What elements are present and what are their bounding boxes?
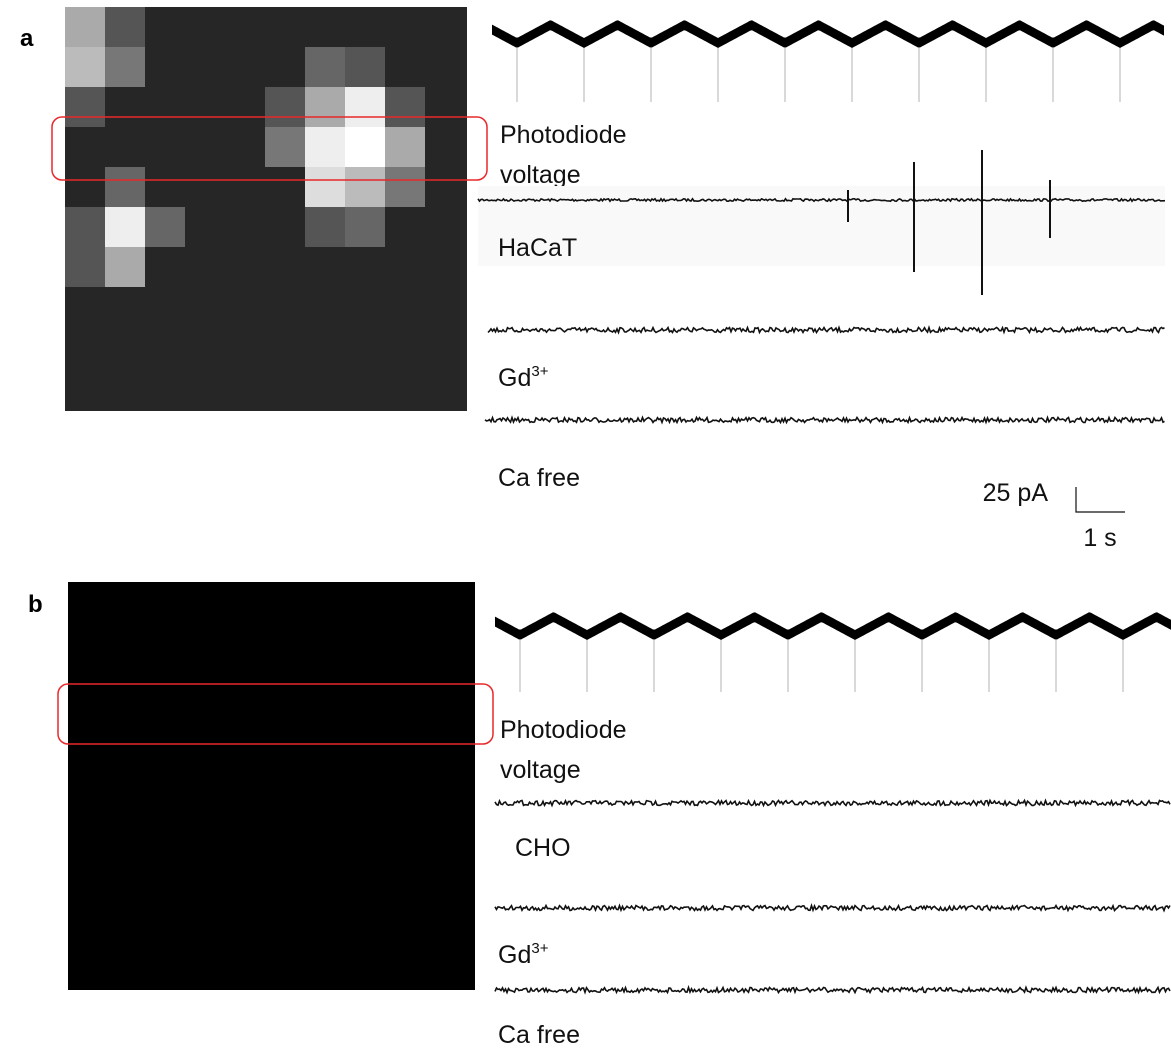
waveform xyxy=(492,20,1164,48)
pixel xyxy=(65,87,105,127)
trace-label: voltage xyxy=(500,161,581,189)
panel-label: a xyxy=(20,25,34,52)
pixel xyxy=(345,127,385,167)
pixel xyxy=(385,167,425,207)
current-trace xyxy=(495,988,1170,993)
current-trace xyxy=(495,906,1170,911)
trace-label: Photodiode xyxy=(500,121,627,149)
pixel xyxy=(65,47,105,87)
label-base: Gd xyxy=(498,941,531,969)
pixel xyxy=(305,167,345,207)
pixel xyxy=(305,87,345,127)
trace-label: Ca free xyxy=(498,1021,580,1049)
pixel xyxy=(105,47,145,87)
panel-a: a Photodiode voltage HaCaT Gd3+ Ca free … xyxy=(20,7,1165,552)
trace-label: Gd3+ xyxy=(498,363,549,392)
photodiode-trace xyxy=(495,612,1171,692)
trace-label: Photodiode xyxy=(500,716,627,744)
trace-label: voltage xyxy=(500,756,581,784)
label-superscript: 3+ xyxy=(531,940,548,957)
pixel xyxy=(65,7,105,47)
pixel xyxy=(385,127,425,167)
scale-current: 25 pA xyxy=(983,479,1049,507)
pixel xyxy=(65,207,105,247)
pixel xyxy=(345,87,385,127)
trace-background xyxy=(478,186,1165,266)
photodiode-trace xyxy=(492,20,1164,102)
trace-label: HaCaT xyxy=(498,234,577,262)
trace-label: CHO xyxy=(515,834,571,862)
panel-label: b xyxy=(28,591,43,618)
pixel xyxy=(345,47,385,87)
pixel xyxy=(265,87,305,127)
scale-time: 1 s xyxy=(1083,524,1116,552)
current-trace xyxy=(485,418,1165,423)
pixel xyxy=(345,167,385,207)
panel-b: b Photodiode voltage CHO Gd3+ Ca free xyxy=(28,582,1171,1049)
pixel xyxy=(145,207,185,247)
figure: a Photodiode voltage HaCaT Gd3+ Ca free … xyxy=(0,0,1171,1055)
scale-bar xyxy=(1076,487,1125,512)
pixel xyxy=(65,247,105,287)
pixel xyxy=(105,247,145,287)
pixel xyxy=(265,127,305,167)
page: a Photodiode voltage HaCaT Gd3+ Ca free … xyxy=(0,0,1171,1055)
pixel xyxy=(305,207,345,247)
image-background xyxy=(68,582,475,990)
label-base: Gd xyxy=(498,364,531,392)
current-trace xyxy=(488,328,1165,333)
label-superscript: 3+ xyxy=(531,363,548,380)
trace-label: Gd3+ xyxy=(498,940,549,969)
current-traces xyxy=(478,150,1170,993)
pixel xyxy=(105,7,145,47)
pixel xyxy=(305,127,345,167)
pixel xyxy=(385,87,425,127)
current-trace xyxy=(495,801,1170,806)
pixel xyxy=(105,167,145,207)
waveform xyxy=(495,612,1171,640)
pixel xyxy=(345,207,385,247)
trace-label: Ca free xyxy=(498,464,580,492)
pixel xyxy=(305,47,345,87)
pixel xyxy=(105,207,145,247)
